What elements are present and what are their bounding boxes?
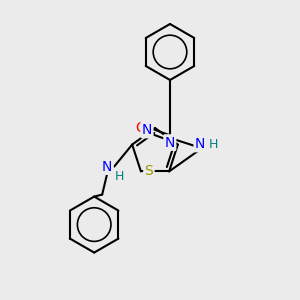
Text: H: H: [208, 137, 218, 151]
Text: O: O: [136, 121, 146, 135]
Text: N: N: [102, 160, 112, 174]
Text: N: N: [195, 137, 205, 151]
Text: N: N: [165, 136, 175, 150]
Text: S: S: [145, 164, 153, 178]
Text: N: N: [142, 123, 152, 137]
Text: H: H: [115, 170, 124, 183]
